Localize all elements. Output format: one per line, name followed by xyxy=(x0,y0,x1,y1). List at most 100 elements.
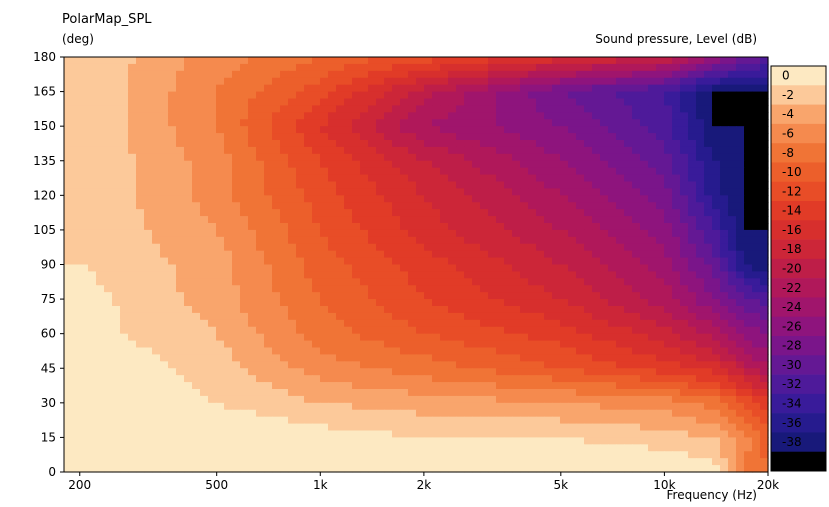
heatmap-cell xyxy=(288,347,297,356)
heatmap-cell xyxy=(584,319,593,328)
heatmap-cell xyxy=(704,395,713,404)
heatmap-cell xyxy=(608,271,617,279)
heatmap-cell xyxy=(568,306,577,314)
heatmap-cell xyxy=(752,389,761,397)
heatmap-cell xyxy=(672,77,681,86)
heatmap-cell xyxy=(224,188,233,196)
heatmap-cell xyxy=(384,181,393,190)
heatmap-cell xyxy=(456,57,465,65)
heatmap-cell xyxy=(584,340,593,349)
heatmap-cell xyxy=(64,153,73,162)
heatmap-cell xyxy=(224,299,233,307)
heatmap-cell xyxy=(96,299,105,307)
heatmap-cell xyxy=(80,63,89,72)
heatmap-cell xyxy=(512,98,521,107)
heatmap-cell xyxy=(720,119,729,127)
heatmap-cell xyxy=(544,84,553,93)
heatmap-cell xyxy=(80,375,89,383)
heatmap-cell xyxy=(152,133,161,141)
heatmap-cell xyxy=(120,160,129,169)
heatmap-cell xyxy=(440,209,449,217)
heatmap-cell xyxy=(176,389,185,397)
heatmap-cell xyxy=(512,181,521,190)
heatmap-cell xyxy=(144,181,153,190)
heatmap-cell xyxy=(552,312,561,321)
heatmap-cell xyxy=(424,285,433,293)
heatmap-cell xyxy=(696,167,705,176)
heatmap-cell xyxy=(616,57,625,65)
heatmap-cell xyxy=(760,126,769,134)
heatmap-cell xyxy=(488,216,497,224)
heatmap-cell xyxy=(704,188,713,196)
heatmap-cell xyxy=(600,382,609,390)
heatmap-cell xyxy=(488,271,497,279)
heatmap-cell xyxy=(264,57,273,65)
heatmap-cell xyxy=(216,216,225,224)
heatmap-cell xyxy=(64,285,73,293)
heatmap-cell xyxy=(336,98,345,107)
heatmap-cell xyxy=(424,299,433,307)
heatmap-cell xyxy=(736,63,745,72)
heatmap-cell xyxy=(264,167,273,176)
heatmap-cell xyxy=(616,285,625,293)
heatmap-cell xyxy=(312,306,321,314)
heatmap-cell xyxy=(80,354,89,362)
heatmap-cell xyxy=(168,140,177,148)
heatmap-cell xyxy=(376,361,385,369)
heatmap-cell xyxy=(688,98,697,107)
heatmap-cell xyxy=(496,368,505,376)
heatmap-cell xyxy=(144,319,153,328)
heatmap-cell xyxy=(96,278,105,286)
heatmap-cell xyxy=(208,229,217,238)
heatmap-cell xyxy=(384,223,393,231)
heatmap-cell xyxy=(328,402,337,411)
heatmap-cell xyxy=(176,409,185,418)
heatmap-cell xyxy=(424,389,433,397)
heatmap-cell xyxy=(432,57,441,65)
heatmap-cell xyxy=(208,416,217,425)
heatmap-cell xyxy=(256,216,265,224)
heatmap-cell xyxy=(512,389,521,397)
heatmap-cell xyxy=(224,306,233,314)
heatmap-cell xyxy=(688,306,697,314)
heatmap-cell xyxy=(112,91,121,100)
heatmap-cell xyxy=(232,271,241,279)
heatmap-cell xyxy=(624,264,633,273)
heatmap-cell xyxy=(384,319,393,328)
heatmap-cell xyxy=(560,347,569,356)
heatmap-cell xyxy=(384,395,393,404)
heatmap-cell xyxy=(568,423,577,432)
heatmap-cell xyxy=(512,119,521,127)
heatmap-cell xyxy=(136,195,145,203)
heatmap-cell xyxy=(472,257,481,266)
heatmap-cell xyxy=(760,77,769,86)
heatmap-cell xyxy=(256,243,265,252)
heatmap-cell xyxy=(456,395,465,404)
heatmap-cell xyxy=(680,195,689,203)
heatmap-cell xyxy=(416,119,425,127)
heatmap-cell xyxy=(288,333,297,342)
heatmap-cell xyxy=(720,312,729,321)
heatmap-cell xyxy=(640,70,649,79)
heatmap-cell xyxy=(576,312,585,321)
heatmap-cell xyxy=(296,98,305,107)
heatmap-cell xyxy=(312,119,321,127)
heatmap-cell xyxy=(416,223,425,231)
heatmap-cell xyxy=(560,223,569,231)
heatmap-cell xyxy=(480,361,489,369)
heatmap-cell xyxy=(480,271,489,279)
heatmap-cell xyxy=(696,326,705,335)
heatmap-cell xyxy=(616,160,625,169)
heatmap-cell xyxy=(432,430,441,439)
heatmap-cell xyxy=(240,236,249,245)
heatmap-cell xyxy=(704,181,713,190)
heatmap-cell xyxy=(256,312,265,321)
heatmap-cell xyxy=(160,361,169,369)
heatmap-cell xyxy=(80,146,89,155)
heatmap-cell xyxy=(200,202,209,210)
heatmap-cell xyxy=(512,84,521,93)
heatmap-cell xyxy=(480,444,489,452)
heatmap-cell xyxy=(520,423,529,432)
heatmap-cell xyxy=(216,250,225,259)
